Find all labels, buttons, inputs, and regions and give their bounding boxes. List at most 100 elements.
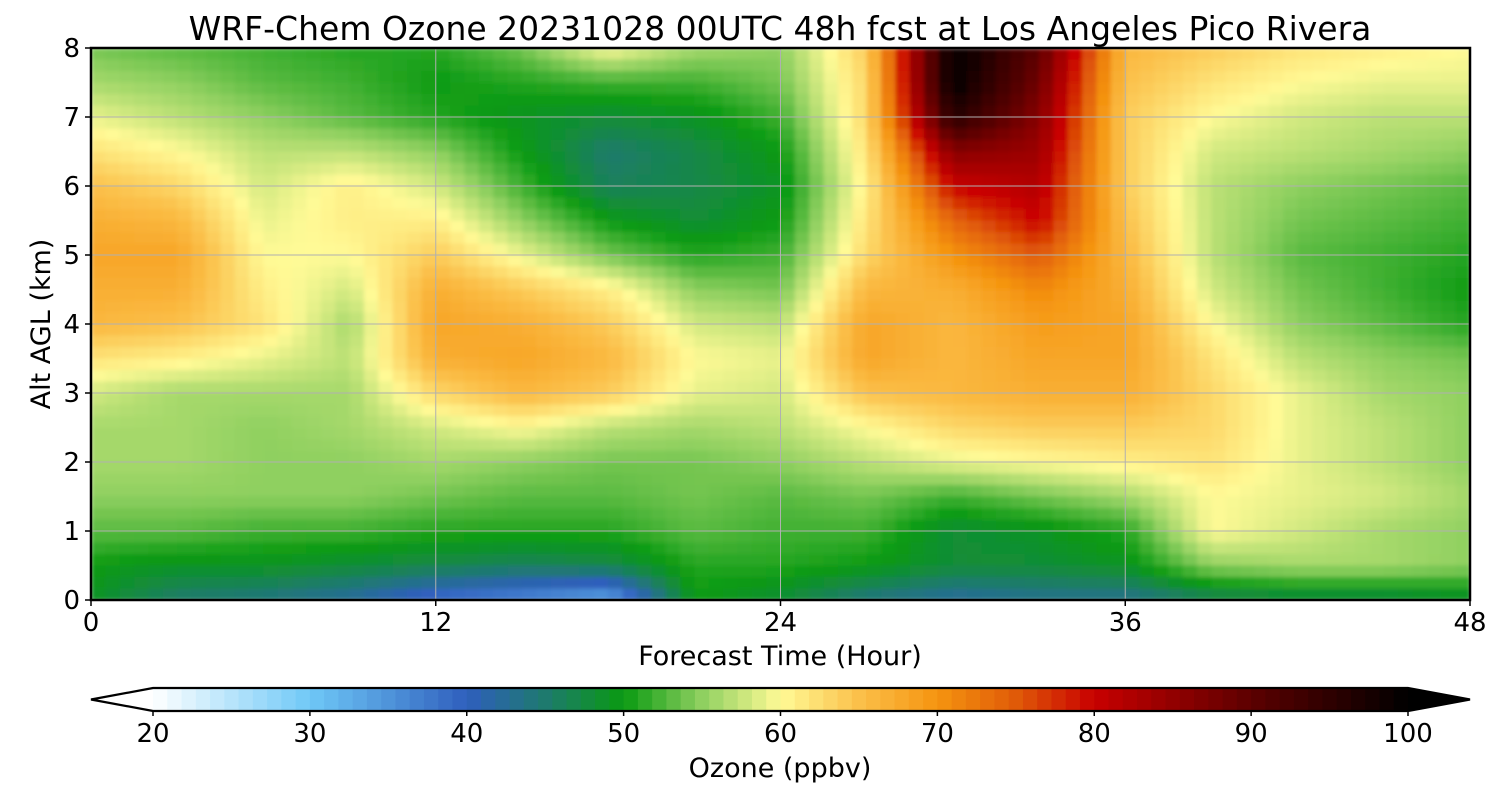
colorbar-segment — [1022, 688, 1038, 711]
heatmap-cell — [593, 370, 609, 383]
heatmap-cell — [407, 243, 423, 256]
heatmap-cell — [493, 554, 509, 567]
heatmap-cell — [837, 335, 854, 348]
heatmap-cell — [794, 278, 811, 291]
heatmap-cell — [263, 197, 279, 210]
heatmap-cell — [378, 485, 394, 498]
heatmap-cell — [981, 289, 997, 302]
heatmap-cell — [1024, 71, 1040, 84]
heatmap-cell — [1340, 324, 1356, 337]
heatmap-cell — [277, 94, 293, 107]
heatmap-cell — [1283, 439, 1299, 452]
heatmap-cell — [162, 450, 178, 463]
colorbar-segment — [1179, 688, 1195, 711]
heatmap-cell — [464, 335, 480, 348]
heatmap-cell — [550, 220, 566, 233]
heatmap-cell — [91, 565, 107, 578]
heatmap-cell — [952, 496, 969, 509]
heatmap-cell — [579, 577, 595, 590]
heatmap-cell — [220, 255, 236, 268]
heatmap-cell — [694, 117, 710, 130]
heatmap-cell — [1326, 496, 1342, 509]
heatmap-cell — [91, 220, 107, 233]
heatmap-cell — [249, 358, 265, 371]
heatmap-cell — [1383, 358, 1399, 371]
heatmap-cell — [579, 416, 595, 429]
colorbar-segment — [409, 688, 425, 711]
heatmap-cell — [1297, 450, 1313, 463]
heatmap-cell — [1139, 220, 1155, 233]
heatmap-cell — [852, 496, 868, 509]
heatmap-cell — [938, 508, 954, 521]
heatmap-cell — [407, 209, 423, 222]
heatmap-cell — [952, 220, 969, 233]
heatmap-cell — [478, 531, 494, 544]
heatmap-cell — [148, 473, 164, 486]
heatmap-cell — [249, 289, 265, 302]
heatmap-cell — [550, 197, 566, 210]
heatmap-cell — [1426, 485, 1443, 498]
heatmap-cell — [1168, 117, 1184, 130]
heatmap-cell — [363, 473, 380, 486]
heatmap-cell — [521, 128, 538, 141]
heatmap-cell — [1053, 588, 1069, 600]
heatmap-cell — [320, 588, 336, 600]
heatmap-cell — [162, 71, 178, 84]
heatmap-cell — [349, 301, 365, 314]
heatmap-cell — [249, 531, 265, 544]
colorbar-segment — [1251, 688, 1266, 711]
heatmap-cell — [162, 289, 178, 302]
heatmap-cell — [292, 186, 308, 199]
heatmap-cell — [1197, 197, 1213, 210]
heatmap-cell — [967, 289, 983, 302]
heatmap-cell — [651, 473, 667, 486]
heatmap-cell — [823, 220, 839, 233]
heatmap-cell — [1283, 140, 1299, 153]
heatmap-cell — [191, 404, 207, 417]
heatmap-cell — [306, 485, 322, 498]
heatmap-cell — [177, 324, 193, 337]
heatmap-cell — [1096, 48, 1112, 61]
heatmap-cell — [1082, 381, 1098, 394]
heatmap-cell — [435, 278, 451, 291]
heatmap-cell — [766, 565, 782, 578]
heatmap-cell — [1110, 301, 1127, 314]
heatmap-cell — [335, 266, 351, 279]
heatmap-cell — [507, 105, 523, 118]
heatmap-cell — [1426, 416, 1443, 429]
heatmap-cell — [507, 117, 523, 130]
heatmap-cell — [1067, 519, 1083, 532]
heatmap-cell — [1211, 278, 1227, 291]
heatmap-cell — [1110, 473, 1127, 486]
heatmap-cell — [205, 105, 222, 118]
heatmap-cell — [1297, 565, 1313, 578]
heatmap-cell — [981, 266, 997, 279]
heatmap-cell — [952, 554, 969, 567]
heatmap-cell — [277, 151, 293, 164]
heatmap-cell — [622, 462, 638, 475]
heatmap-cell — [622, 140, 638, 153]
heatmap-cell — [335, 554, 351, 567]
heatmap-cell — [507, 232, 523, 245]
heatmap-cell — [450, 71, 466, 84]
heatmap-cell — [967, 335, 983, 348]
heatmap-cell — [91, 508, 107, 521]
heatmap-cell — [1168, 542, 1184, 555]
heatmap-cell — [837, 416, 854, 429]
heatmap-cell — [1125, 485, 1141, 498]
heatmap-cell — [1096, 577, 1112, 590]
heatmap-cell — [1182, 439, 1198, 452]
heatmap-cell — [220, 519, 236, 532]
heatmap-cell — [1441, 140, 1457, 153]
heatmap-cell — [378, 335, 394, 348]
heatmap-cell — [392, 174, 408, 187]
heatmap-cell — [780, 94, 796, 107]
heatmap-cell — [1383, 588, 1399, 600]
heatmap-cell — [263, 542, 279, 555]
heatmap-cell — [191, 542, 207, 555]
heatmap-cell — [1096, 197, 1112, 210]
heatmap-cell — [1311, 519, 1328, 532]
heatmap-cell — [823, 232, 839, 245]
heatmap-cell — [277, 82, 293, 95]
heatmap-cell — [450, 450, 466, 463]
